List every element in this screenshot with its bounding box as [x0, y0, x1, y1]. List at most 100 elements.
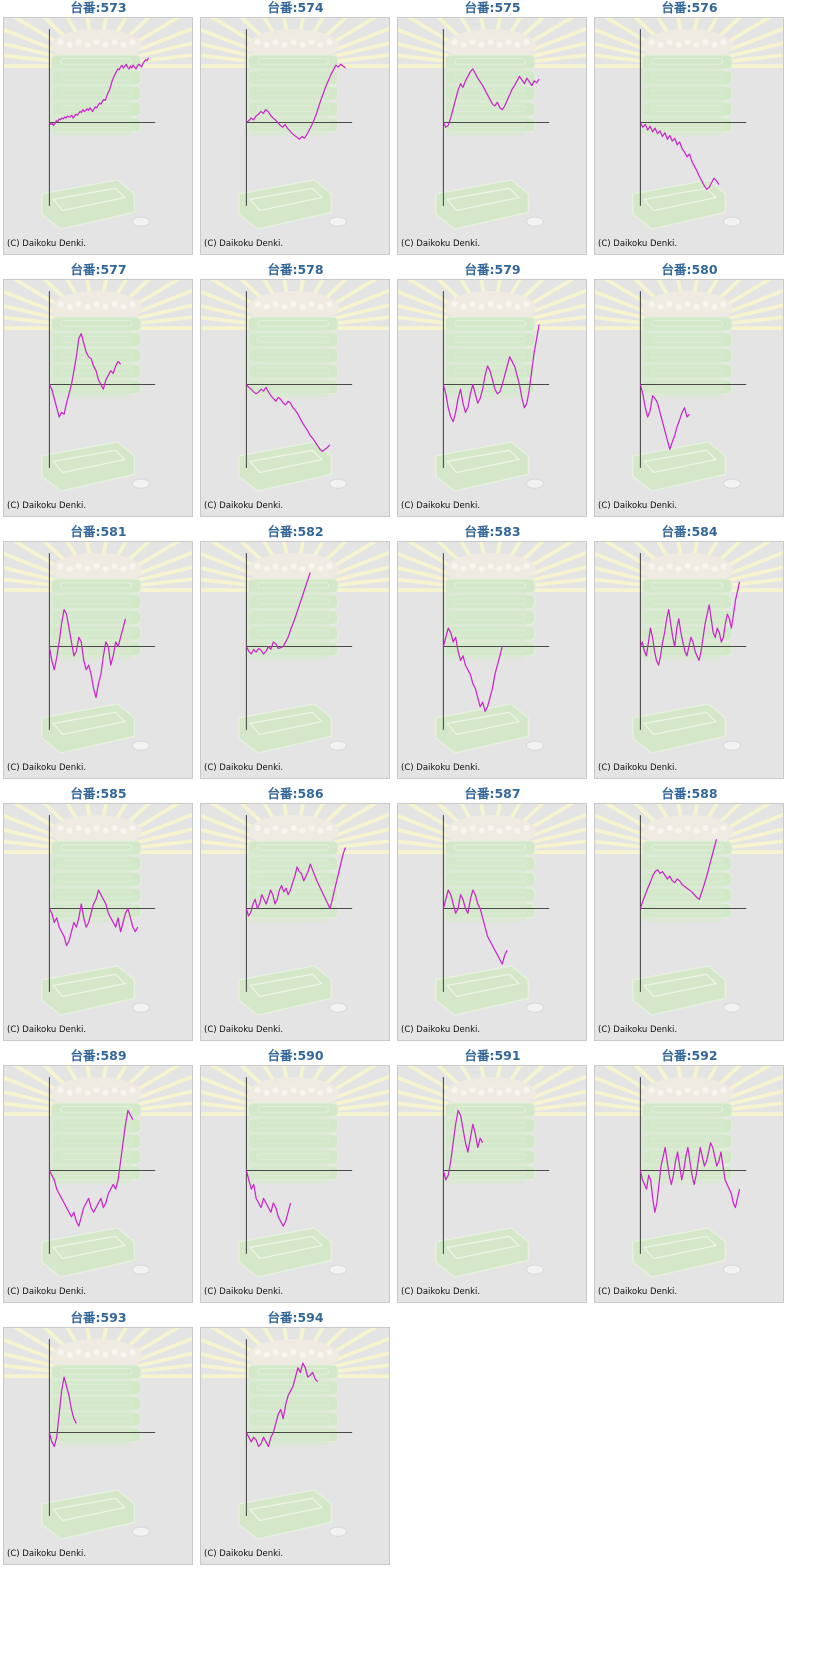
- chart-panel: (C) Daikoku Denki.: [397, 1065, 587, 1303]
- data-line: [48, 1109, 134, 1227]
- dome-dot: [523, 825, 530, 832]
- copyright-text: (C) Daikoku Denki.: [204, 1025, 284, 1035]
- data-line: [48, 57, 150, 126]
- sun-ray: [722, 839, 783, 850]
- chart-cell: 台番:593 (C) Daikoku Denki.: [0, 1310, 205, 1590]
- chart-cell: 台番:586 (C) Daikoku Denki.: [197, 786, 402, 1066]
- chart-cell: 台番:582 (C) Daikoku Denki.: [197, 524, 402, 804]
- dome-dot: [66, 303, 73, 310]
- sun-ray: [523, 827, 586, 846]
- data-line: [442, 889, 508, 965]
- body-shape: [49, 588, 133, 661]
- chart-svg: [4, 1066, 192, 1278]
- coin-shape: [132, 1002, 150, 1013]
- chart-svg: [4, 18, 192, 230]
- sun-ray: [131, 1101, 192, 1112]
- body-shape: [246, 850, 330, 923]
- dome-dot: [496, 565, 503, 572]
- sun-ray: [722, 1101, 783, 1112]
- chart-cell: 台番:574 (C) Daikoku Denki.: [197, 0, 402, 280]
- sun-ray: [326, 41, 389, 60]
- copyright-text: (C) Daikoku Denki.: [401, 239, 481, 249]
- dome-dot: [299, 303, 306, 310]
- data-line: [639, 839, 718, 909]
- data-line: [245, 1170, 292, 1227]
- sun-ray: [328, 53, 389, 64]
- plate-inner: [257, 320, 330, 327]
- dome-dot: [120, 1351, 127, 1358]
- dome-dot: [451, 301, 458, 308]
- dome-dot: [496, 303, 503, 310]
- dome-dot: [469, 563, 476, 570]
- sun-ray: [328, 1101, 389, 1112]
- dome-dot: [675, 565, 682, 572]
- coin-shape: [723, 1264, 741, 1275]
- tray-inner: [249, 449, 324, 474]
- chart-panel: (C) Daikoku Denki.: [3, 1065, 193, 1303]
- body-shape: [49, 1112, 133, 1185]
- chart-panel: (C) Daikoku Denki.: [3, 17, 193, 255]
- chart-svg: [595, 542, 783, 754]
- sun-ray: [523, 1089, 586, 1108]
- dome-dot: [317, 827, 324, 834]
- sun-ray: [523, 565, 586, 584]
- chart-svg: [398, 280, 586, 492]
- dome-dot: [84, 565, 91, 572]
- coin-shape: [132, 478, 150, 489]
- chart-panel: (C) Daikoku Denki.: [397, 541, 587, 779]
- sun-ray: [131, 315, 192, 326]
- coin-shape: [329, 740, 347, 751]
- tray-inner: [446, 187, 521, 212]
- sun-ray: [201, 828, 261, 846]
- dome-shape: [445, 1077, 536, 1111]
- dome-shape: [642, 815, 733, 849]
- sun-ray: [595, 577, 653, 588]
- dome-dot: [505, 39, 512, 46]
- chart-svg: [398, 804, 586, 1016]
- dome-shape: [642, 29, 733, 63]
- copyright-text: (C) Daikoku Denki.: [7, 239, 87, 249]
- chart-title: 台番:589: [70, 1048, 127, 1063]
- dome-dot: [281, 1351, 288, 1358]
- dome-dot: [57, 1087, 64, 1094]
- body-shape: [640, 326, 724, 399]
- dome-dot: [308, 825, 315, 832]
- data-line: [639, 581, 741, 666]
- dome-dot: [460, 827, 467, 834]
- dome-dot: [326, 563, 333, 570]
- dome-dot: [684, 301, 691, 308]
- sun-ray: [4, 1090, 64, 1108]
- dome-dot: [514, 827, 521, 834]
- dome-dot: [102, 827, 109, 834]
- dome-dot: [290, 1087, 297, 1094]
- coin-shape: [329, 216, 347, 227]
- chart-title: 台番:594: [267, 1310, 324, 1325]
- coin-shape: [132, 1526, 150, 1537]
- dome-dot: [326, 1087, 333, 1094]
- dome-dot: [478, 1089, 485, 1096]
- sun-ray: [595, 53, 653, 64]
- dome-dot: [272, 1087, 279, 1094]
- dome-dot: [84, 303, 91, 310]
- chart-cell: 台番:583 (C) Daikoku Denki.: [394, 524, 599, 804]
- tray-inner: [52, 711, 127, 736]
- chart-svg: [595, 1066, 783, 1278]
- dome-dot: [263, 303, 270, 310]
- data-line: [442, 627, 503, 712]
- tray-inner: [249, 973, 324, 998]
- dome-dot: [711, 303, 718, 310]
- copyright-text: (C) Daikoku Denki.: [598, 763, 678, 773]
- dome-dot: [129, 1087, 136, 1094]
- dome-dot: [693, 565, 700, 572]
- tray-inner: [249, 187, 324, 212]
- sun-ray: [131, 577, 192, 588]
- chart-svg: [398, 1066, 586, 1278]
- dome-dot: [675, 303, 682, 310]
- dome-dot: [666, 563, 673, 570]
- tray-inner: [643, 711, 718, 736]
- chart-svg: [595, 804, 783, 1016]
- dome-shape: [445, 291, 536, 325]
- dome-dot: [308, 301, 315, 308]
- dome-dot: [93, 1349, 100, 1356]
- sun-ray: [720, 1089, 783, 1108]
